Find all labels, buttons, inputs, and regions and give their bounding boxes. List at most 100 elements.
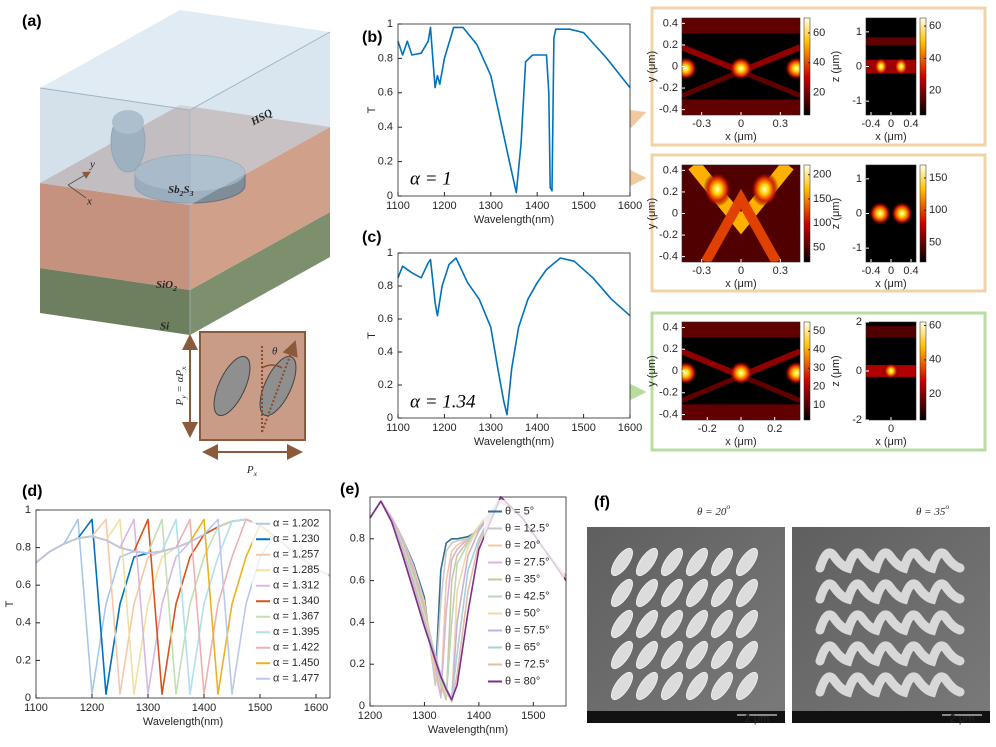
field (682, 99, 800, 115)
annotation: α = 1 (410, 168, 452, 189)
colorbar-label: 20 (929, 85, 941, 97)
colorbar (803, 164, 811, 263)
layer-label-part: SiO (156, 279, 173, 291)
nanostructure (685, 671, 709, 701)
field-hotspot (703, 171, 732, 207)
x-tick-label: 1200 (432, 422, 456, 434)
y-tick-label: -0.2 (659, 387, 678, 399)
layer-label-part: 2 (172, 284, 177, 293)
y-tick-label: 0 (856, 365, 862, 377)
nanostructure (685, 609, 709, 639)
x-tick-label: 1300 (412, 710, 436, 722)
y-tick-label: 0.8 (378, 52, 393, 64)
data-line (397, 26, 631, 194)
x-tick-label: -0.4 (862, 265, 881, 277)
x-axis-label: Wavelength(nm) (474, 436, 554, 448)
colorbar (803, 17, 811, 116)
x-axis-label: x (μm) (875, 131, 906, 143)
x-axis-label: x (μm) (875, 436, 906, 448)
field-hotspot (874, 57, 888, 76)
scale-bar-label: 2 μm (745, 713, 770, 725)
legend-label: α = 1.312 (273, 580, 319, 592)
axes-box (35, 509, 331, 699)
colorbar (803, 321, 811, 421)
colorbar-label: 60 (929, 319, 941, 331)
y-tick-label: 0.6 (16, 579, 31, 591)
period-x-label: Px (246, 464, 258, 479)
x-axis-label: x (μm) (875, 278, 906, 290)
panel-label: (a) (22, 13, 42, 30)
nanostructure (635, 547, 659, 577)
material-label: Sb2S3 (168, 184, 194, 199)
field (866, 325, 916, 338)
nanostructure (610, 609, 634, 639)
x-tick-label: 0.4 (903, 265, 918, 277)
nanostructure (735, 671, 759, 701)
y-axis-label: z (μm) (830, 51, 842, 82)
y-tick-label: 0 (856, 207, 862, 219)
nanostructure (735, 609, 759, 639)
structure-diagram (39, 10, 331, 460)
x-tick-label: 1500 (521, 710, 545, 722)
x-tick-label: 1200 (432, 200, 456, 212)
nanostructure (815, 548, 965, 574)
y-tick-label: 0 (387, 412, 393, 424)
y-tick-label: 0 (672, 207, 678, 219)
colorbar-label: 50 (929, 237, 941, 249)
panel-label: (e) (340, 481, 360, 498)
y-tick-label: 0.2 (663, 343, 678, 355)
legend-label: α = 1.340 (273, 595, 319, 607)
nanostructure (710, 671, 734, 701)
y-tick-label: 0.4 (378, 121, 393, 133)
field (866, 37, 916, 46)
x-tick-label: 1400 (192, 702, 216, 714)
colorbar-label: 150 (813, 193, 831, 205)
y-tick-label: 0.8 (16, 542, 31, 554)
y-tick-label: 0.4 (16, 617, 31, 629)
field-hotspot (784, 56, 800, 81)
field (682, 18, 800, 34)
y-tick-label: -1 (852, 95, 862, 107)
x-tick-label: 1200 (80, 702, 104, 714)
x-tick-label: 1600 (618, 200, 642, 212)
field-hotspot (750, 171, 779, 207)
y-tick-label: -0.4 (659, 251, 678, 263)
y-tick-label: 0.6 (378, 87, 393, 99)
y-tick-label: 0.4 (350, 616, 365, 628)
colorbar-label: 60 (813, 27, 825, 39)
nanostructure (815, 579, 965, 605)
sem-title-part: θ = 20 (697, 506, 727, 518)
sem-title: θ = 20o (697, 502, 730, 517)
nanostructure (710, 578, 734, 608)
y-tick-label: 0 (672, 60, 678, 72)
field (682, 322, 800, 338)
colorbar-label: 50 (813, 325, 825, 337)
y-tick-label: -0.4 (659, 408, 678, 420)
legend-label: α = 1.367 (273, 611, 319, 623)
axis-y-label: y (89, 159, 95, 171)
x-axis-label: Wavelength(nm) (474, 214, 554, 226)
y-tick-label: 0 (856, 60, 862, 72)
x-tick-label: 1500 (571, 422, 595, 434)
y-tick-label: 0.2 (378, 156, 393, 168)
x-tick-label: 0 (738, 265, 744, 277)
y-tick-label: 0.2 (378, 379, 393, 391)
x-tick-label: 1300 (136, 702, 160, 714)
field-map (682, 18, 800, 115)
material-label-part: 3 (189, 189, 194, 198)
x-tick-label: -0.3 (692, 265, 711, 277)
field-map (866, 18, 916, 115)
colorbar-label: 40 (929, 52, 941, 64)
panel-label: (b) (362, 29, 382, 46)
period-y-label-part: = αP (174, 370, 186, 396)
nanostructure (735, 578, 759, 608)
y-axis-label: y (μm) (646, 198, 658, 229)
legend-label: θ = 35° (505, 573, 540, 585)
x-axis-label: Wavelength(nm) (428, 724, 508, 736)
y-tick-label: 1 (387, 247, 393, 259)
y-tick-label: 0 (25, 692, 31, 704)
nanostructure (660, 609, 684, 639)
nanostructure (660, 640, 684, 670)
nanostructure (660, 578, 684, 608)
axis-x-label: x (86, 196, 92, 208)
